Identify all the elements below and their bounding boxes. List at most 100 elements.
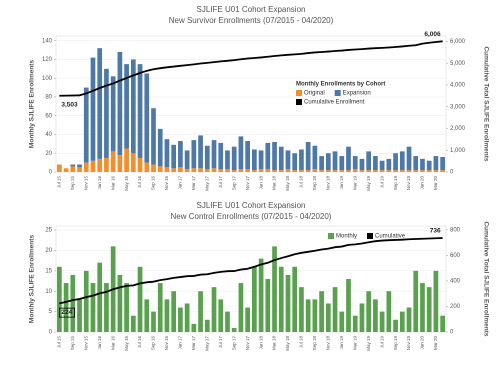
bar (373, 170, 378, 172)
legend-swatch (328, 233, 334, 239)
bar (319, 170, 324, 172)
bar (137, 266, 143, 332)
x-tick-label: Mar 20 (433, 336, 438, 351)
chart-title: SJLIFE U01 Cohort Expansion (197, 5, 306, 14)
y-tick-label: 140 (42, 38, 53, 44)
bar (386, 158, 392, 171)
x-tick-label: Sep 16 (151, 336, 156, 351)
bar (252, 170, 257, 172)
x-tick-label: May 17 (204, 336, 209, 351)
bar (77, 164, 82, 168)
x-tick-label: May 18 (285, 176, 290, 191)
y2-tick-label: 4,000 (450, 83, 466, 89)
bar (57, 164, 62, 172)
x-tick-label: Jan 16 (97, 336, 102, 350)
x-tick-label: Jan 19 (339, 176, 344, 190)
bar (211, 140, 217, 169)
bar (352, 315, 358, 332)
y-tick-label: 60 (45, 113, 52, 119)
bar (339, 170, 345, 172)
label-box (58, 307, 75, 318)
x-tick-label: Sep 19 (393, 176, 398, 191)
x-tick-label: Nov 19 (406, 176, 411, 191)
legend-label: Cumulative (375, 234, 406, 240)
x-tick-label: Nov 16 (164, 336, 169, 351)
x-tick-label: Mar 16 (110, 336, 115, 351)
bar (272, 246, 277, 332)
bar (218, 299, 224, 332)
x-tick-label: Jul 16 (137, 176, 142, 189)
bar (285, 150, 291, 170)
x-tick-label: Jul 18 (299, 336, 304, 349)
chart-subtitle: New Control Enrollments (07/2015 - 04/20… (171, 212, 332, 221)
bar (399, 311, 405, 332)
bar (366, 170, 372, 172)
bar (278, 266, 284, 332)
bar (332, 170, 338, 172)
x-tick-label: Jan 16 (97, 176, 102, 190)
x-tick-label: Sep 18 (312, 336, 317, 351)
bar (104, 283, 109, 332)
bar (151, 108, 156, 165)
legend-label: Cumulative Enrollment (304, 100, 365, 106)
x-tick-label: Nov 16 (164, 176, 169, 191)
x-tick-label: Sep 15 (70, 336, 75, 351)
bar (258, 150, 264, 170)
bar (130, 315, 136, 332)
bar (325, 170, 331, 172)
bar (278, 146, 284, 171)
bar (339, 156, 345, 171)
bar (144, 73, 150, 163)
data-label: 3,503 (61, 101, 78, 108)
bar (379, 170, 385, 172)
data-label: 6,006 (424, 31, 441, 38)
bar (70, 274, 76, 332)
bar (198, 168, 203, 172)
bar (211, 287, 217, 332)
legend-swatch (296, 99, 302, 105)
y2-tick-label: 600 (450, 253, 461, 259)
bar (366, 291, 372, 332)
y2-axis-title: Cumulative Total SJLIFE Enrollments (482, 46, 489, 161)
bar (178, 307, 183, 332)
x-tick-label: Jul 18 (299, 176, 304, 189)
bar (285, 274, 291, 332)
bar (332, 287, 338, 332)
bar (191, 323, 197, 332)
bar (83, 87, 89, 163)
bar (299, 287, 304, 332)
bar (352, 169, 358, 172)
bar (198, 135, 203, 169)
bar (157, 283, 163, 332)
bar (63, 283, 69, 332)
bar (238, 169, 244, 172)
bar (231, 327, 237, 332)
bar (77, 299, 82, 332)
bar (352, 156, 358, 170)
x-tick-label: Nov 18 (326, 176, 331, 191)
legend-label: Original (304, 91, 325, 97)
bar (406, 170, 412, 172)
x-tick-label: Sep 16 (151, 176, 156, 191)
bar (312, 145, 318, 170)
legend-label: Monthly (336, 234, 357, 240)
x-tick-label: Jul 19 (379, 176, 384, 189)
x-tick-label: May 18 (285, 336, 290, 351)
bar (178, 141, 183, 168)
y-tick-label: 100 (42, 76, 53, 82)
bar (211, 168, 217, 172)
bar (359, 303, 365, 332)
bar (184, 169, 190, 172)
bar (252, 266, 257, 332)
bar (171, 144, 177, 169)
x-tick-label: Jan 17 (178, 176, 183, 190)
bar (305, 170, 311, 172)
y-tick-label: 120 (42, 57, 53, 63)
bar (325, 303, 331, 332)
bar (440, 156, 445, 171)
x-tick-label: Jan 18 (258, 176, 263, 190)
bar (332, 151, 338, 171)
bar (70, 164, 76, 167)
